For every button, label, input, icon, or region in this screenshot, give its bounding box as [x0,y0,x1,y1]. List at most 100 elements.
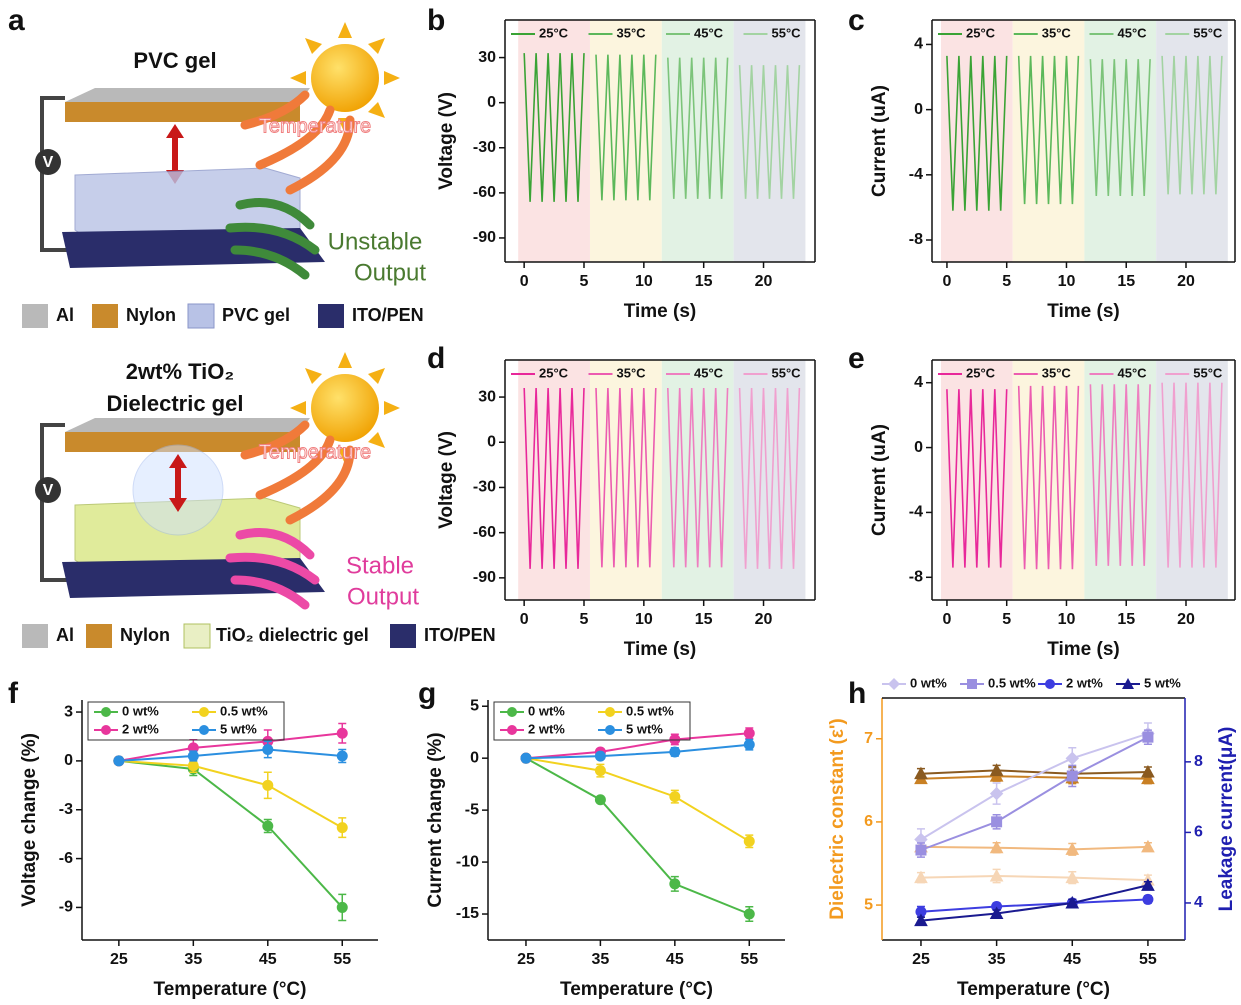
panel-label: a [8,4,25,37]
schematic-title: 2wt% TiO₂ [126,359,234,384]
x-tick-label: 45 [259,951,277,968]
x-axis-title: Time (s) [1047,639,1120,660]
y-tick-label: -90 [473,229,496,246]
y-tick-label: -8 [909,231,923,248]
data-point [743,739,755,751]
x-tick-label: 0 [520,611,529,628]
legend-label: 2 wt% [1066,675,1103,690]
data-point [262,820,274,832]
legend-marker [101,725,111,735]
y-tick-label: -15 [456,905,479,922]
data-line [118,759,344,909]
legend-marker [199,707,209,717]
legend-marker [507,707,517,717]
legend-label: 25°C [539,25,569,40]
y2-tick-label: 8 [1194,753,1203,770]
legend-marker [967,679,977,689]
panel-label: c [848,4,865,37]
data-line [523,53,585,202]
data-point [1141,771,1155,785]
x-tick-label: 20 [1177,273,1195,290]
meter-label: V [43,482,54,499]
y-tick-label: 6 [864,813,873,830]
temperature-band [733,20,806,262]
data-point [1142,731,1154,743]
data-point [594,750,606,762]
data-line [667,57,729,199]
legend-label: 35°C [617,25,647,40]
panel-label: d [427,342,445,375]
data-line [118,732,343,762]
x-tick-label: 5 [580,611,589,628]
legend-label: 55°C [772,25,802,40]
data-point [915,844,927,856]
data-point [1142,893,1154,905]
x-tick-label: 55 [1139,951,1157,968]
data-line [1017,55,1080,205]
data-line [1089,59,1151,197]
data-line [118,759,343,829]
material-label: Al [56,625,74,645]
data-point [743,835,755,847]
legend-marker [605,725,615,735]
x-tick-label: 25 [517,951,535,968]
data-line [525,757,750,915]
data-line [1161,55,1223,195]
legend-box [87,701,285,741]
data-line [920,769,1148,775]
x-tick-label: 55 [740,951,758,968]
legend-marker [1122,678,1134,689]
data-point [989,763,1004,776]
x-tick-label: 15 [1117,273,1135,290]
schematic-title: Dielectric gel [107,391,244,416]
y-axis-title: Current (uA) [869,424,890,536]
temperature-band [661,20,734,262]
y-tick-label: -4 [909,504,923,521]
x-tick-label: 10 [635,273,653,290]
panel-label: f [8,677,19,710]
data-point [989,906,1004,920]
data-line [738,65,801,199]
data-point [1065,751,1079,766]
y-axis-title: Voltage (V) [436,431,457,529]
legend-label: 5 wt% [220,721,257,736]
y-axis-title: Current change (%) [425,732,446,907]
data-point [1066,770,1078,782]
y-tick-label: 0 [914,101,923,118]
schematic-title: PVC gel [133,48,216,73]
output-label: Output [347,583,419,610]
y-tick-label: 5 [864,896,873,913]
y2-tick-label: 6 [1194,824,1203,841]
data-point [669,746,681,758]
legend-label: 35°C [1042,25,1072,40]
data-point [669,791,681,803]
y-tick-label: 3 [64,703,73,720]
y-tick-label: -30 [473,479,496,496]
x-tick-label: 20 [755,611,773,628]
data-point [1065,842,1080,855]
data-point [594,765,606,777]
legend-label: 45°C [694,25,724,40]
material-label: PVC gel [222,305,290,325]
data-point [989,786,1004,801]
legend-label: 2 wt% [528,721,565,736]
y-tick-label: 0 [470,749,479,766]
material-label: TiO₂ dielectric gel [216,625,369,645]
legend-label: 45°C [694,365,724,380]
legend-label: 0 wt% [528,703,565,718]
data-line [920,736,1149,851]
legend-label: 5 wt% [1144,675,1181,690]
x-axis-title: Temperature (°C) [560,979,713,1000]
temperature-band [940,20,1013,262]
data-line [595,54,657,201]
legend-label: 25°C [966,365,996,380]
y-axis-title: Current (uA) [869,85,890,197]
x-tick-label: 20 [755,273,773,290]
data-point [743,908,755,920]
data-line [946,389,1008,568]
output-label: Stable [346,552,414,579]
data-point [989,840,1004,854]
x-tick-label: 55 [333,951,351,968]
data-line [595,387,657,568]
schematic-bottom: V 2wt% TiO₂ Dielectric gel Temperature S… [22,352,496,649]
